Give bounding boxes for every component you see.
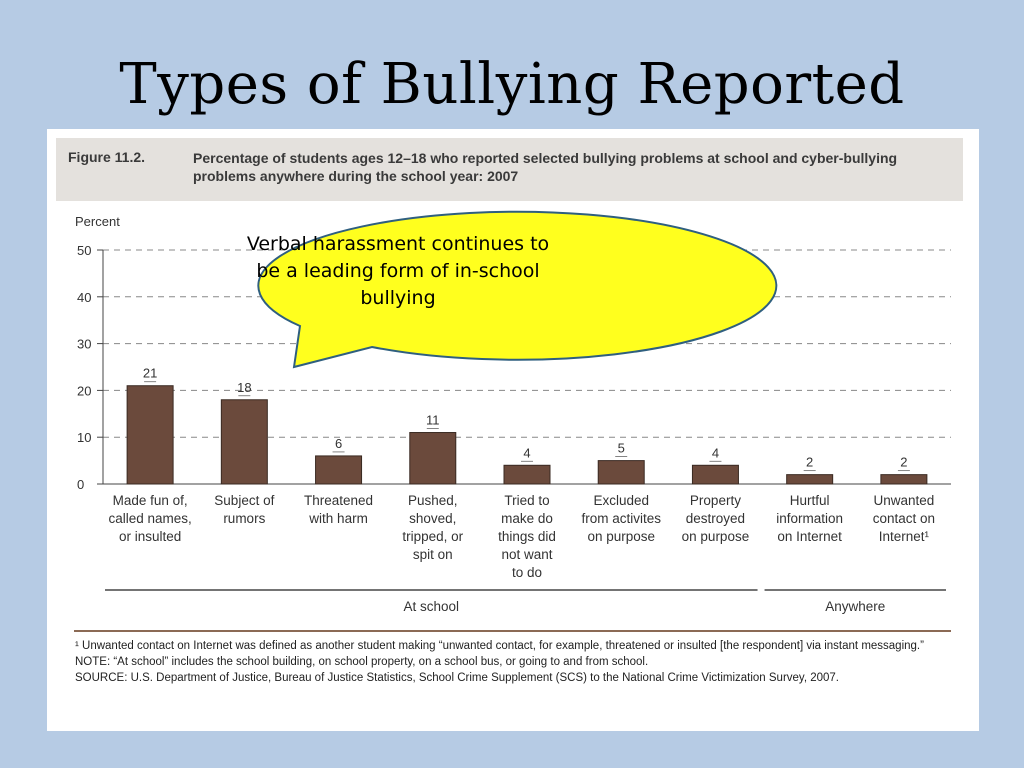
- bar: [880, 474, 928, 485]
- bar: [220, 399, 268, 485]
- bar: [786, 474, 834, 485]
- data-label: 5: [618, 441, 625, 456]
- bar: [503, 464, 551, 485]
- group-label: At school: [404, 599, 460, 614]
- category-label: with harm: [308, 511, 368, 526]
- y-tick-label: 50: [77, 243, 91, 258]
- figure-label: Figure 11.2.: [68, 149, 146, 165]
- category-label: rumors: [223, 511, 265, 526]
- category-label: on purpose: [587, 529, 655, 544]
- category-label: Unwanted: [873, 493, 934, 508]
- category-label: destroyed: [686, 511, 745, 526]
- category-label: to do: [512, 565, 542, 580]
- category-label: Hurtful: [790, 493, 830, 508]
- category-label: Property: [690, 493, 741, 508]
- category-label: Threatened: [304, 493, 373, 508]
- bar-chart: Percent 0 10 20 30 40 50 21 Made fun of, called n…: [74, 214, 951, 632]
- group-label: Anywhere: [825, 599, 885, 614]
- y-tick-label: 30: [77, 337, 91, 352]
- data-label: 11: [426, 413, 440, 428]
- callout-text: Verbal harassment continues to be a lead…: [246, 233, 550, 309]
- data-label: 18: [237, 380, 251, 395]
- bar: [691, 464, 739, 485]
- y-tick-label: 40: [77, 290, 91, 305]
- data-label: 2: [806, 455, 813, 470]
- y-tick-label: 20: [77, 383, 91, 398]
- y-axis-label: Percent: [75, 214, 120, 229]
- figure-caption: Percentage of students ages 12–18 who re…: [193, 150, 898, 184]
- bar: [315, 455, 363, 485]
- category-label: on purpose: [682, 529, 750, 544]
- category-label: called names,: [108, 511, 191, 526]
- footnote-1: ¹ Unwanted contact on Internet was defin…: [75, 640, 924, 652]
- category-label: Pushed,: [408, 493, 458, 508]
- footnote-note: NOTE: “At school” includes the school bu…: [75, 656, 649, 668]
- slide-title: Types of Bullying Reported: [119, 52, 905, 117]
- data-label: 6: [335, 436, 342, 451]
- figure-header: [56, 138, 963, 201]
- data-label: 2: [900, 455, 907, 470]
- bar: [409, 432, 457, 485]
- category-label: Tried to: [504, 493, 549, 508]
- category-label: Excluded: [593, 493, 649, 508]
- bar: [597, 460, 645, 485]
- category-label: on Internet: [777, 529, 842, 544]
- category-label: tripped, or: [402, 529, 463, 544]
- footnote-source: SOURCE: U.S. Department of Justice, Bure…: [75, 672, 839, 684]
- category-label: Internet¹: [879, 529, 930, 544]
- category-label: contact on: [873, 511, 935, 526]
- category-label: Subject of: [214, 493, 274, 508]
- category-label: not want: [501, 547, 552, 562]
- data-label: 21: [143, 366, 157, 381]
- bar: [126, 385, 174, 485]
- y-tick-label: 0: [77, 477, 84, 492]
- category-label: spit on: [413, 547, 453, 562]
- category-label: shoved,: [409, 511, 456, 526]
- category-label: from activites: [581, 511, 661, 526]
- data-label: 4: [712, 445, 719, 460]
- y-tick-label: 10: [77, 430, 91, 445]
- category-label: information: [776, 511, 843, 526]
- footnotes: ¹ Unwanted contact on Internet was defin…: [75, 638, 965, 686]
- callout-shape: [257, 210, 778, 369]
- category-label: make do: [501, 511, 553, 526]
- category-label: or insulted: [119, 529, 181, 544]
- category-label: Made fun of,: [113, 493, 188, 508]
- category-label: things did: [498, 529, 556, 544]
- data-label: 4: [523, 445, 530, 460]
